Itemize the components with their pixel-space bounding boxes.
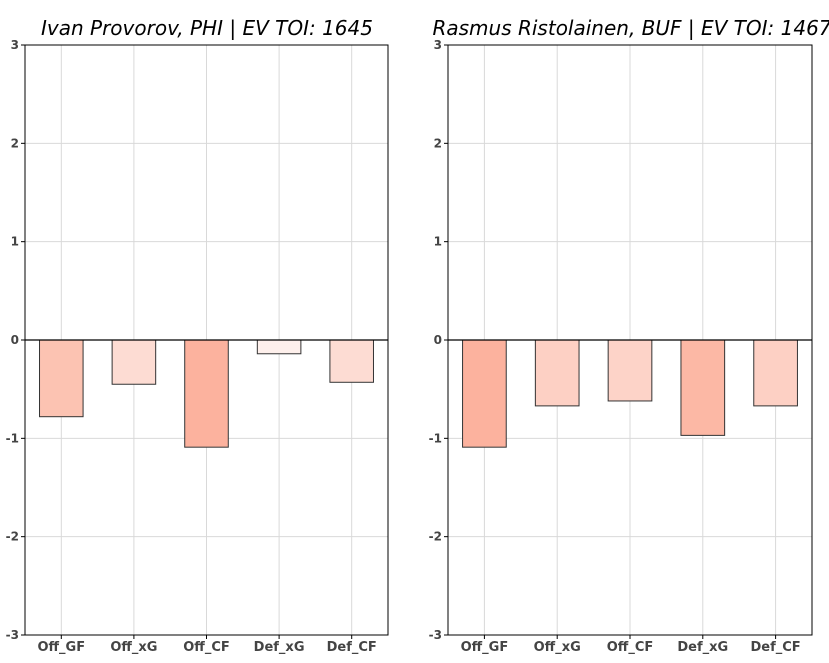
x-tick-label: Off_CF (183, 640, 230, 655)
x-tick-label: Def_xG (254, 640, 305, 655)
x-tick-label: Off_xG (110, 640, 157, 655)
x-tick-label: Def_CF (751, 640, 801, 655)
y-tick-label: -1 (429, 431, 442, 445)
bar-off-cf (184, 339, 229, 448)
x-tick-label: Def_CF (327, 640, 377, 655)
y-tick-label: 1 (434, 235, 442, 249)
y-tick-label: -1 (6, 431, 19, 445)
y-tick-label: 0 (11, 333, 19, 347)
chart-panel-left: -3 -2 -1 0 1 2 3 Off_GF Off_xG Off_CF Def_xG Def_CF… (6, 16, 389, 655)
x-tick-label: Off_xG (534, 640, 581, 655)
y-tick-label: -2 (429, 530, 442, 544)
x-tick-label: Off_GF (37, 640, 85, 655)
bar-def-xg (680, 339, 726, 436)
bar-def-cf (753, 339, 798, 407)
y-tick-label: -2 (6, 530, 19, 544)
y-tick-label: 0 (434, 333, 442, 347)
bar-off-xg (534, 339, 580, 407)
bar-off-xg (111, 339, 157, 385)
x-tick-label: Off_GF (461, 640, 509, 655)
chart-title: Rasmus Ristolainen, BUF | EV TOI: 1467 (432, 16, 829, 40)
x-tick-label: Def_xG (677, 640, 728, 655)
bar-def-cf (329, 339, 374, 383)
bar-off-cf (607, 339, 653, 402)
bar-def-xg (256, 339, 302, 355)
bar-off-gf (39, 339, 84, 418)
chart-title: Ivan Provorov, PHI | EV TOI: 1645 (41, 16, 373, 40)
y-tick-label: -3 (6, 628, 19, 642)
y-tick-label: 1 (11, 235, 19, 249)
y-tick-label: 2 (434, 136, 442, 150)
y-tick-label: 3 (11, 38, 19, 52)
chart-panel-right: -3 -2 -1 0 1 2 3 Off_GF Off_xG Off_CF Def_xG Def_CF… (429, 16, 829, 655)
y-tick-label: 2 (11, 136, 19, 150)
y-tick-label: 3 (434, 38, 442, 52)
y-tick-label: -3 (429, 628, 442, 642)
bar-off-gf (462, 339, 507, 448)
x-tick-label: Off_CF (607, 640, 654, 655)
